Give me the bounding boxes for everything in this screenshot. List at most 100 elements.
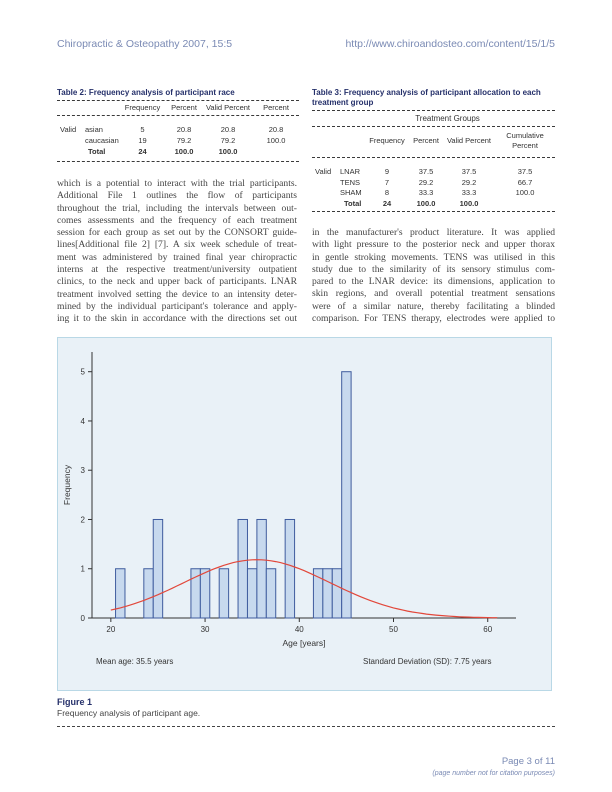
x-tick-label: 30 (201, 625, 210, 634)
table2-row-percent: 20.8 (176, 125, 192, 134)
table2-title: Table 2: Frequency analysis of participa… (57, 88, 235, 97)
text-line: which is a potential to interact with th… (57, 178, 297, 189)
text-line: Additional File 1 outlines the flow of p… (57, 190, 297, 202)
mean-age-label: Mean age: 35.5 years (96, 657, 173, 666)
page-note: (page number not for citation purposes) (432, 770, 555, 777)
std-dev-label: Standard Deviation (SD): 7.75 years (363, 657, 492, 666)
table2-row-valid-percent: 100.0 (218, 147, 238, 156)
table2-group-label: Valid (60, 125, 77, 134)
histogram-bar (246, 568, 258, 619)
table3-row-frequency: 7 (384, 177, 390, 187)
histogram-bar (237, 518, 248, 619)
table3-row-percent: 29.2 (418, 177, 434, 187)
table3-row-frequency: 8 (384, 188, 390, 197)
x-tick-label: 20 (106, 625, 115, 634)
x-axis-label: Age [years] (283, 638, 326, 648)
table3-row-cumulative: 37.5 (517, 167, 533, 176)
histogram-bar (190, 568, 201, 619)
normal-curve (110, 559, 498, 619)
table2-top-rule (57, 100, 299, 101)
table3-row-valid-percent: 33.3 (461, 188, 477, 197)
text-line: comparison. For TENS therapy, electrodes… (312, 313, 555, 325)
text-line: with light pressure to the posterior nec… (312, 239, 555, 251)
table3-row-valid-percent: 29.2 (461, 177, 477, 187)
table2-row-valid-percent: 20.8 (220, 125, 236, 134)
table3-title-line1: Table 3: Frequency analysis of participa… (312, 88, 541, 97)
table3-row-label: Total (344, 198, 362, 208)
text-line: were of a similar nature, thereby facili… (312, 300, 555, 312)
text-line: study due to the similarity of its senso… (312, 263, 555, 275)
table2-col-percent: Percent (171, 103, 197, 112)
x-tick-label: 50 (389, 625, 398, 634)
histogram-bar (341, 371, 352, 619)
table2-row-frequency: 5 (140, 125, 145, 134)
table3-row-label: SHAM (340, 188, 362, 197)
figure-label: Figure 1 (57, 697, 93, 707)
journal-url[interactable]: http://www.chiroandosteo.com/content/15/… (345, 38, 555, 50)
text-line: mined by the individual participant's to… (57, 300, 297, 312)
age-histogram: 0 1 2 3 4 5 20 30 40 50 60 Age [years] Frequency Mean… (62, 352, 516, 666)
table3-col-cumulative-percent: Percent (512, 141, 538, 150)
table3-row-valid-percent: 37.5 (461, 167, 477, 176)
text-line: in gentle stroking movements. TENS was u… (312, 251, 555, 263)
table2-row-label: caucasian (85, 136, 119, 145)
table3-group-header: Treatment Groups (415, 114, 480, 123)
table2-bottom-rule (57, 161, 299, 162)
x-tick-label: 60 (483, 625, 492, 634)
table3-col-cumulative: Cumulative (506, 131, 544, 140)
table3-row-cumulative: 66.7 (517, 177, 533, 187)
table2-row-cumulative: 20.8 (268, 125, 284, 134)
histogram-bar (256, 518, 267, 619)
x-tick-label: 40 (295, 625, 304, 634)
table2-row-label: Total (88, 147, 106, 156)
histogram-bar (199, 568, 211, 619)
text-line: ment was administered by trained final y… (57, 251, 297, 263)
table3-row-frequency: 24 (382, 198, 392, 208)
text-line: lines[Additional file 2] [7]. A six week… (57, 239, 297, 251)
journal-citation: Chiropractic & Osteopathy 2007, 15:5 (57, 38, 233, 50)
table3-row-percent: 33.3 (418, 188, 434, 197)
table2-row-cumulative: 100.0 (266, 136, 286, 145)
table2-col-cumulative: Percent (263, 103, 289, 112)
bottom-rule (57, 726, 555, 727)
table2-col-frequency: Frequency (124, 103, 161, 112)
table2-col-valid-percent: Valid Percent (205, 103, 251, 112)
figure-panel: 0 1 2 3 4 5 20 30 40 50 60 Age [years] Frequency Mean… (57, 337, 552, 691)
table3-row-cumulative: 100.0 (515, 188, 535, 197)
right-column-text: in the manufacturer's product literature… (312, 227, 555, 325)
table2-header-rule (57, 115, 299, 116)
table3-row-label: TENS (340, 177, 361, 187)
text-line: clinics, to the neck and upper back of p… (57, 276, 297, 288)
page-number: Page 3 of 11 (501, 756, 555, 767)
y-tick-label: 4 (81, 417, 86, 426)
table3-row-valid-percent: 100.0 (459, 198, 479, 208)
y-tick-label: 1 (81, 565, 86, 574)
table2-row-frequency: 19 (138, 136, 147, 145)
table3-group-label: Valid (315, 167, 332, 176)
table3-top-rule (312, 110, 555, 111)
histogram-bar (218, 568, 230, 619)
histogram-bar (265, 568, 277, 619)
histogram-bar (143, 568, 154, 619)
y-tick-label: 3 (81, 466, 86, 475)
left-column-text: which is a potential to interact with th… (57, 178, 297, 326)
text-line: throughout the trial, including the inte… (57, 202, 297, 214)
table3-header-rule (312, 157, 555, 158)
table2-row-frequency: 24 (138, 147, 147, 156)
table3-col-frequency: Frequency (369, 136, 405, 145)
table3-bottom-rule (312, 211, 555, 212)
y-tick-label: 0 (81, 614, 86, 623)
y-tick-label: 5 (81, 368, 86, 377)
figure-caption: Frequency analysis of participant age. (57, 708, 201, 718)
table2-row-label: asian (85, 125, 103, 134)
table3-row-percent: 37.5 (418, 167, 434, 176)
table3-row-frequency: 9 (384, 167, 390, 176)
text-line: ing it to the skin in accordance with th… (57, 313, 297, 325)
table3-subhead-rule (312, 126, 555, 127)
table3-title-line2: treatment group (312, 98, 374, 107)
text-line: skin regions, and overall potential trea… (312, 288, 555, 300)
table2-row-percent: 79.2 (176, 136, 192, 145)
text-line: session for each group as set out by the… (57, 227, 297, 239)
histogram-bar (331, 568, 343, 619)
text-line: in the manufacturer's product literature… (312, 227, 555, 238)
